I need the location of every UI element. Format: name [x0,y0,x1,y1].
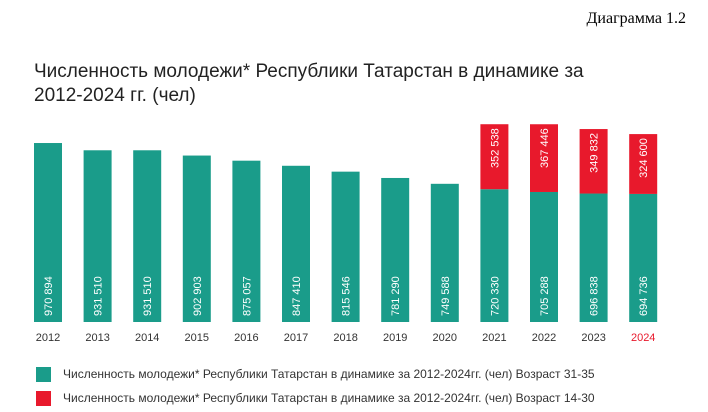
data-label-age-14-30-2022: 367 446 [539,128,551,168]
data-label-age-31-35-2021: 720 330 [489,276,501,316]
x-tick-label-2019: 2019 [383,332,407,344]
legend-label-14-30: Численность молодежи* Республики Татарст… [63,391,595,405]
bar-age-31-35-2020 [430,183,459,322]
x-tick-label-2016: 2016 [234,332,258,344]
bar-age-14-30-2022 [530,124,558,192]
data-label-age-31-35-2014: 931 510 [142,276,154,316]
data-label-age-31-35-2020: 749 588 [440,276,452,316]
data-label-age-31-35-2024: 694 736 [638,276,650,316]
x-tick-label-2020: 2020 [433,332,457,344]
x-tick-label-2012: 2012 [36,332,60,344]
data-label-age-31-35-2013: 931 510 [93,276,105,316]
bar-age-31-35-2017 [282,165,310,322]
bar-age-14-30-2024 [629,134,658,194]
x-tick-label-2017: 2017 [284,332,308,344]
x-tick-label-2023: 2023 [581,332,605,344]
legend-item-31-35: Численность молодежи* Республики Татарст… [36,364,595,384]
data-label-age-14-30-2021: 352 538 [489,128,501,168]
data-label-age-31-35-2019: 781 290 [390,276,402,316]
bar-age-31-35-2018 [331,171,360,322]
data-label-age-31-35-2012: 970 894 [43,276,55,316]
x-tick-label-2022: 2022 [532,332,556,344]
bar-age-31-35-2021 [480,189,509,322]
chart-title: Численность молодежи* Республики Татарст… [34,61,584,106]
data-label-age-31-35-2022: 705 288 [539,276,551,316]
legend-swatch-red [36,390,51,406]
data-label-age-14-30-2024: 324 600 [638,138,650,178]
legend-label-31-35: Численность молодежи* Республики Татарст… [63,367,595,381]
data-label-age-31-35-2016: 875 057 [241,276,253,316]
data-label-age-14-30-2023: 349 832 [589,133,601,173]
bar-age-31-35-2014 [133,150,162,322]
bar-age-31-35-2016 [232,160,261,322]
bar-age-14-30-2023 [579,129,608,194]
data-label-age-31-35-2017: 847 410 [291,276,303,316]
bar-age-31-35-2023 [579,193,608,322]
bar-age-31-35-2015 [182,155,211,322]
bar-age-31-35-2013 [83,150,112,322]
x-tick-label-2024: 2024 [631,332,655,344]
bar-age-31-35-2024 [629,193,658,322]
x-tick-label-2014: 2014 [135,332,159,344]
diagram-label: Диаграмма 1.2 [586,10,686,27]
bar-age-31-35-2012 [34,143,62,322]
data-label-age-31-35-2018: 815 546 [341,276,353,316]
data-label-age-31-35-2015: 902 903 [192,276,204,316]
x-tick-label-2015: 2015 [185,332,209,344]
bar-age-31-35-2019 [381,177,410,322]
bar-age-31-35-2022 [530,191,558,322]
bar-age-14-30-2021 [480,124,509,190]
x-tick-label-2013: 2013 [85,332,109,344]
x-tick-label-2021: 2021 [482,332,506,344]
legend-swatch-teal [36,366,51,382]
legend-item-14-30: Численность молодежи* Республики Татарст… [36,388,595,408]
x-tick-label-2018: 2018 [333,332,357,344]
data-label-age-31-35-2023: 696 838 [589,276,601,316]
legend: Численность молодежи* Республики Татарст… [36,364,595,412]
